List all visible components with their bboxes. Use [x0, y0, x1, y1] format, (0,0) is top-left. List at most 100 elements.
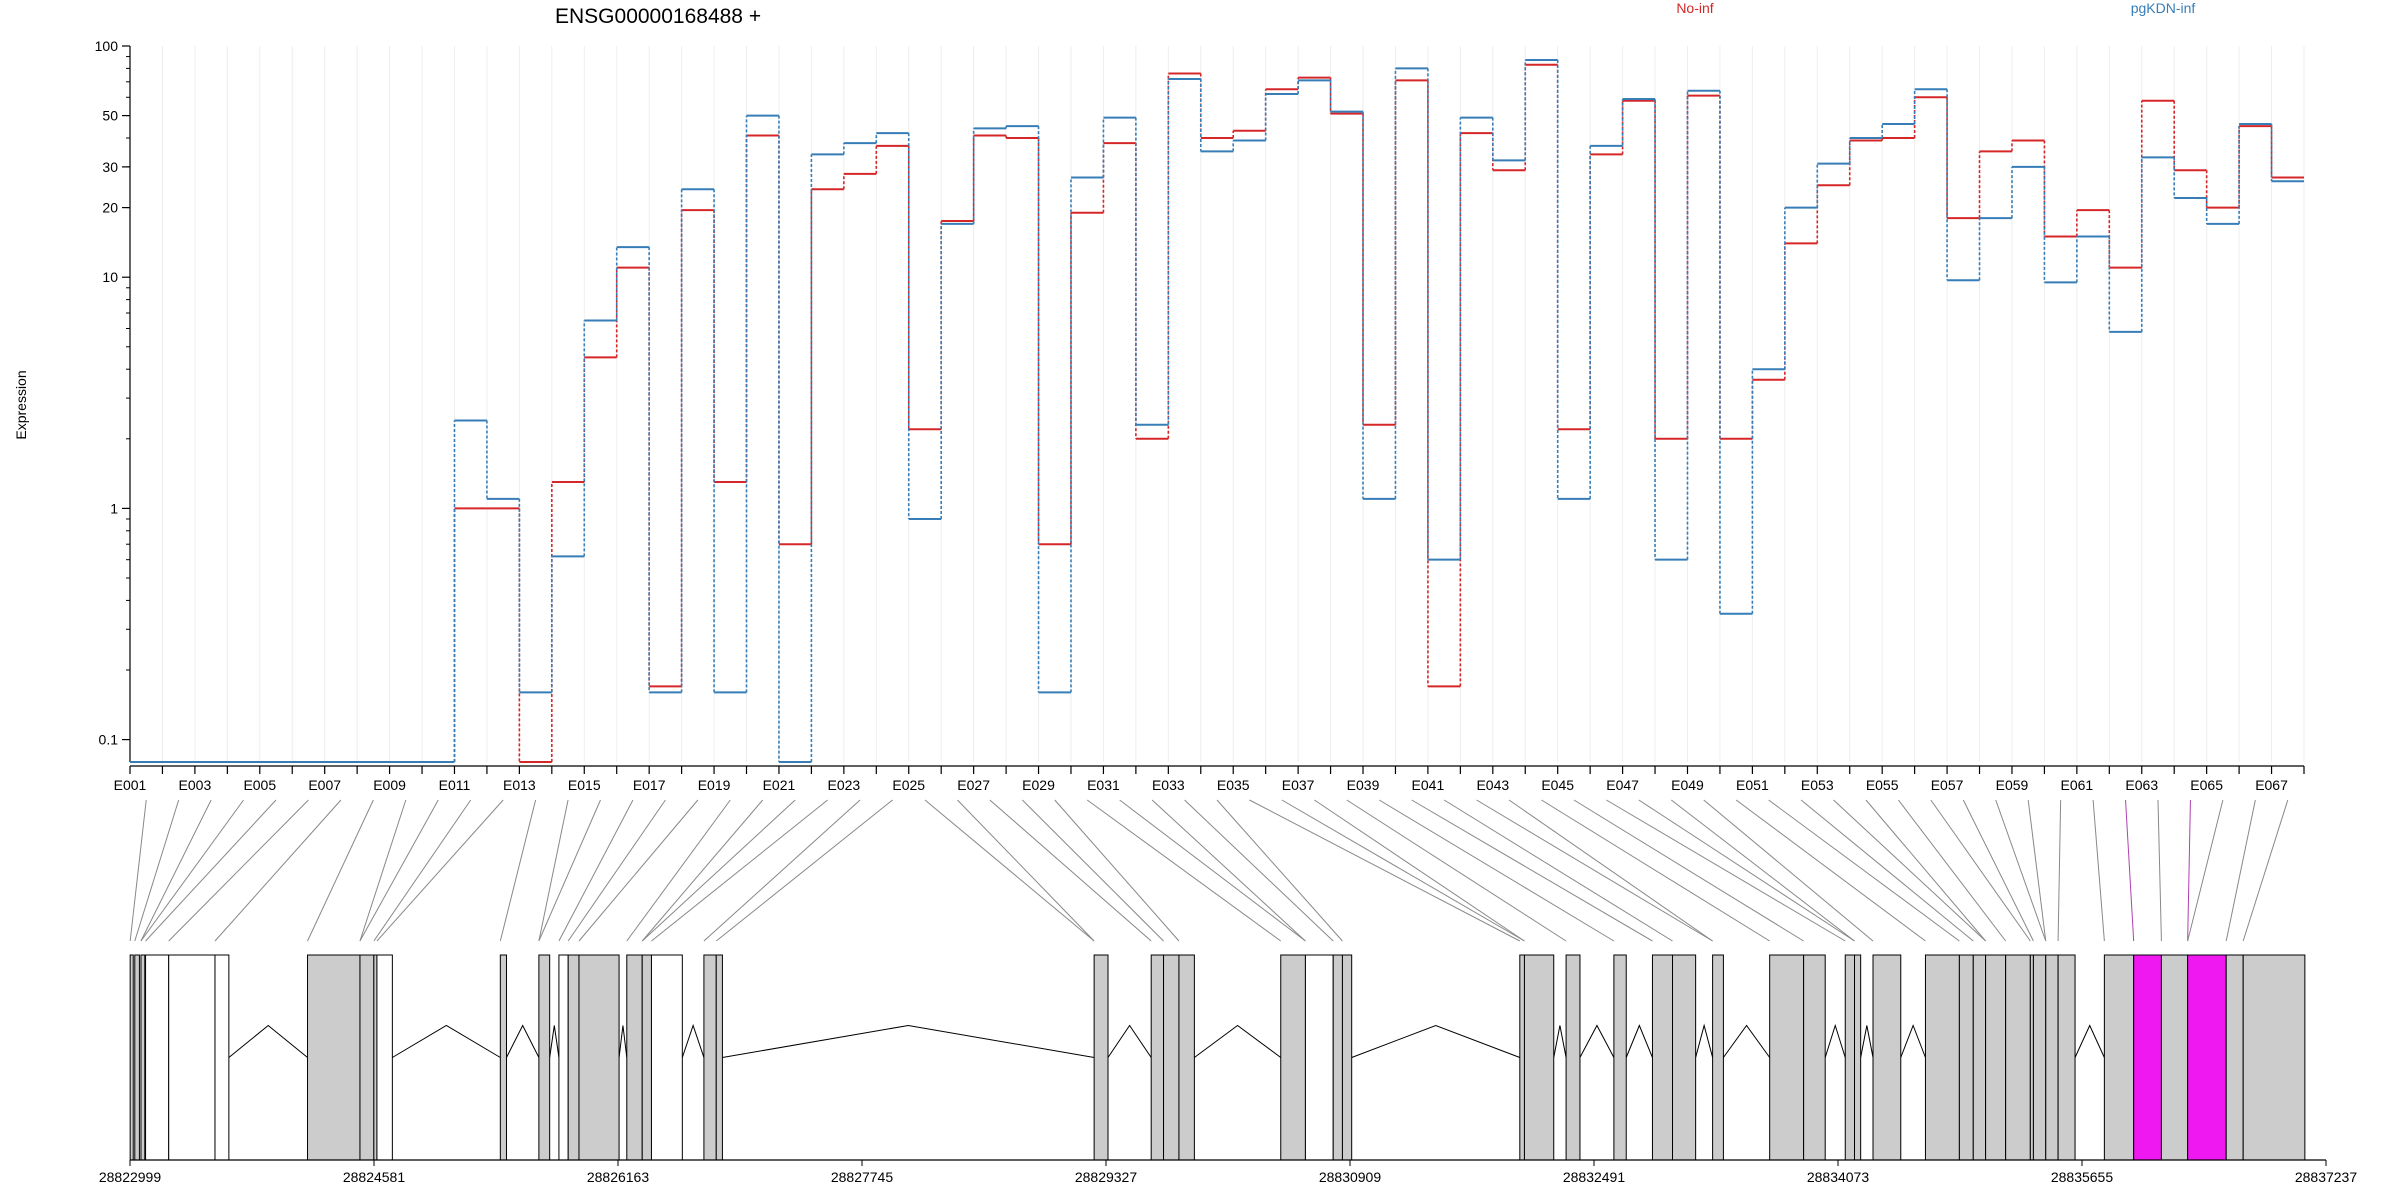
intron-line [618, 1025, 628, 1058]
connector-line [1703, 799, 1874, 942]
x-tick-label: E041 [1412, 777, 1445, 793]
x-tick-label: E013 [503, 777, 536, 793]
connector-line [145, 799, 277, 942]
x-tick-label: E043 [1476, 777, 1509, 793]
x-tick-label: E021 [763, 777, 796, 793]
exon-block [715, 954, 723, 1161]
connector-line [140, 799, 244, 942]
legend-item-no-inf: No-inf [1676, 0, 1713, 16]
connector-line [1216, 799, 1343, 942]
x-tick-label: E067 [2255, 777, 2288, 793]
intron-line [1625, 1024, 1653, 1058]
connector-line [1865, 799, 1986, 942]
coord-tick-label: 28830909 [1319, 1169, 1382, 1185]
legend-item-pgkdn-inf: pgKDN-inf [2131, 0, 2196, 16]
exon-block [1178, 954, 1195, 1161]
connector-line [715, 799, 893, 942]
connector-line [373, 799, 472, 942]
exon-block [538, 954, 551, 1161]
exon-block [1803, 954, 1826, 1161]
exon-block [499, 954, 507, 1161]
connector-line [1021, 799, 1164, 942]
intron-line [2074, 1024, 2105, 1058]
connector-line [2027, 799, 2047, 942]
x-tick-label: E025 [892, 777, 925, 793]
exon-block [1872, 954, 1902, 1161]
x-tick-label: E065 [2190, 777, 2223, 793]
connector-line [1995, 799, 2047, 942]
intron-line [1107, 1024, 1152, 1058]
intron-line [1824, 1023, 1846, 1058]
coord-tick-label: 28826163 [587, 1169, 650, 1185]
connector-line [2187, 799, 2191, 942]
y-tick-label: 1 [110, 500, 118, 516]
connector-line [924, 799, 1095, 942]
connector-line [2187, 799, 2224, 942]
exon-block [1341, 954, 1353, 1161]
x-tick-label: E005 [243, 777, 276, 793]
y-tick-label: 50 [102, 108, 118, 124]
connector-line [957, 799, 1095, 942]
connector-line [641, 799, 796, 942]
exon-block [145, 954, 170, 1161]
exon-block [1844, 954, 1856, 1161]
intron-line [1553, 1025, 1567, 1058]
connector-line [1054, 799, 1180, 942]
series-pgkdn-inf [130, 58, 2304, 763]
exon-block [1565, 954, 1581, 1161]
exon-block [2187, 954, 2227, 1161]
x-tick-label: E035 [1217, 777, 1250, 793]
intron-line [1900, 1024, 1926, 1058]
connector-line [134, 799, 180, 942]
connector-line [567, 799, 666, 942]
x-tick-label: E051 [1736, 777, 1769, 793]
y-axis-label: Expression [13, 370, 29, 439]
x-tick-label: E055 [1866, 777, 1899, 793]
connector-line [558, 799, 634, 942]
coordinate-axis: 28822999 28824581 28826163 28827745 28829327… [99, 1159, 2357, 1185]
connector-line [214, 799, 342, 942]
connector-line [1184, 799, 1334, 942]
connector-line [641, 799, 764, 942]
x-tick-label: E061 [2061, 777, 2094, 793]
exon-block [376, 954, 393, 1161]
connector-line [359, 799, 407, 942]
exon-block [1523, 954, 1555, 1161]
exon-block [1150, 954, 1165, 1161]
exon-block [641, 954, 652, 1161]
connector-line [2057, 799, 2062, 942]
exon-block [1280, 954, 1306, 1161]
chart-title: ENSG00000168488 + [555, 5, 761, 28]
x-tick-label: E059 [1996, 777, 2029, 793]
connector-line [1606, 799, 1846, 942]
exon-block [1672, 954, 1697, 1161]
x-tick-label: E009 [373, 777, 406, 793]
connector-line [1800, 799, 1974, 942]
exon-block [134, 954, 140, 1161]
exon-block [1519, 954, 1525, 1161]
exon-block [1163, 954, 1180, 1161]
connector-line [2092, 799, 2105, 942]
exon-block [1651, 954, 1674, 1161]
connector-line [626, 799, 731, 942]
exon-block [2057, 954, 2076, 1161]
y-tick-label: 10 [102, 269, 118, 285]
x-tick-label: E045 [1541, 777, 1574, 793]
connector-line [1151, 799, 1306, 942]
connector-line [2157, 799, 2162, 942]
connector-line [129, 799, 147, 942]
connector-line [2242, 799, 2289, 942]
intron-line [1579, 1024, 1615, 1058]
connector-line [989, 799, 1152, 942]
exon-block [129, 954, 134, 1161]
x-tick-label: E007 [308, 777, 341, 793]
connector-line [1346, 799, 1567, 942]
connector-line [1768, 799, 1960, 942]
connector-line [1898, 799, 2007, 942]
x-axis: E001 E003 E005 E007 E009 E011 E013 E015 E017 E019… [114, 765, 2305, 793]
intron-line [549, 1025, 560, 1058]
connector-line [359, 799, 439, 942]
exon-block [168, 954, 216, 1161]
exon-block [307, 954, 361, 1161]
